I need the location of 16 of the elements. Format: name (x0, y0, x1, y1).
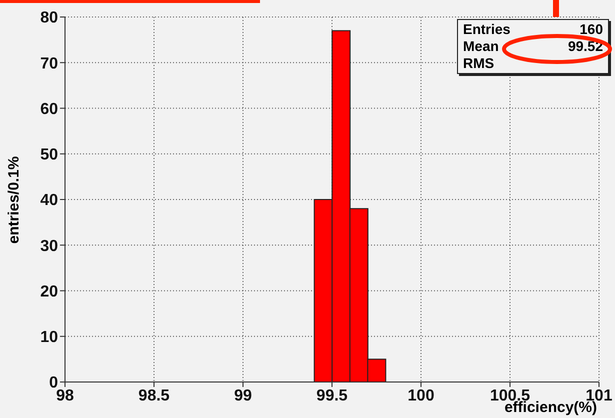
x-tick-label: 99.5 (316, 387, 348, 404)
annotation: RMS (463, 55, 494, 72)
y-tick-label: 20 (40, 283, 58, 300)
y-tick-label: 80 (40, 10, 58, 27)
x-tick-label: 99 (234, 387, 252, 404)
y-tick-label: 10 (40, 329, 58, 346)
y-tick-label: 40 (40, 192, 58, 210)
y-tick-label: 70 (40, 55, 58, 72)
x-tick-label: 100 (408, 387, 434, 404)
text: Entries 160 (463, 21, 603, 37)
x-tick-label: 98 (56, 387, 74, 404)
y-tick-label: 30 (40, 238, 58, 255)
y-tick-label: 50 (40, 146, 58, 164)
y-tick-label: 60 (40, 100, 58, 118)
y-axis-title: entries/0.1% (6, 156, 22, 244)
x-tick-label: 98.5 (138, 387, 170, 404)
